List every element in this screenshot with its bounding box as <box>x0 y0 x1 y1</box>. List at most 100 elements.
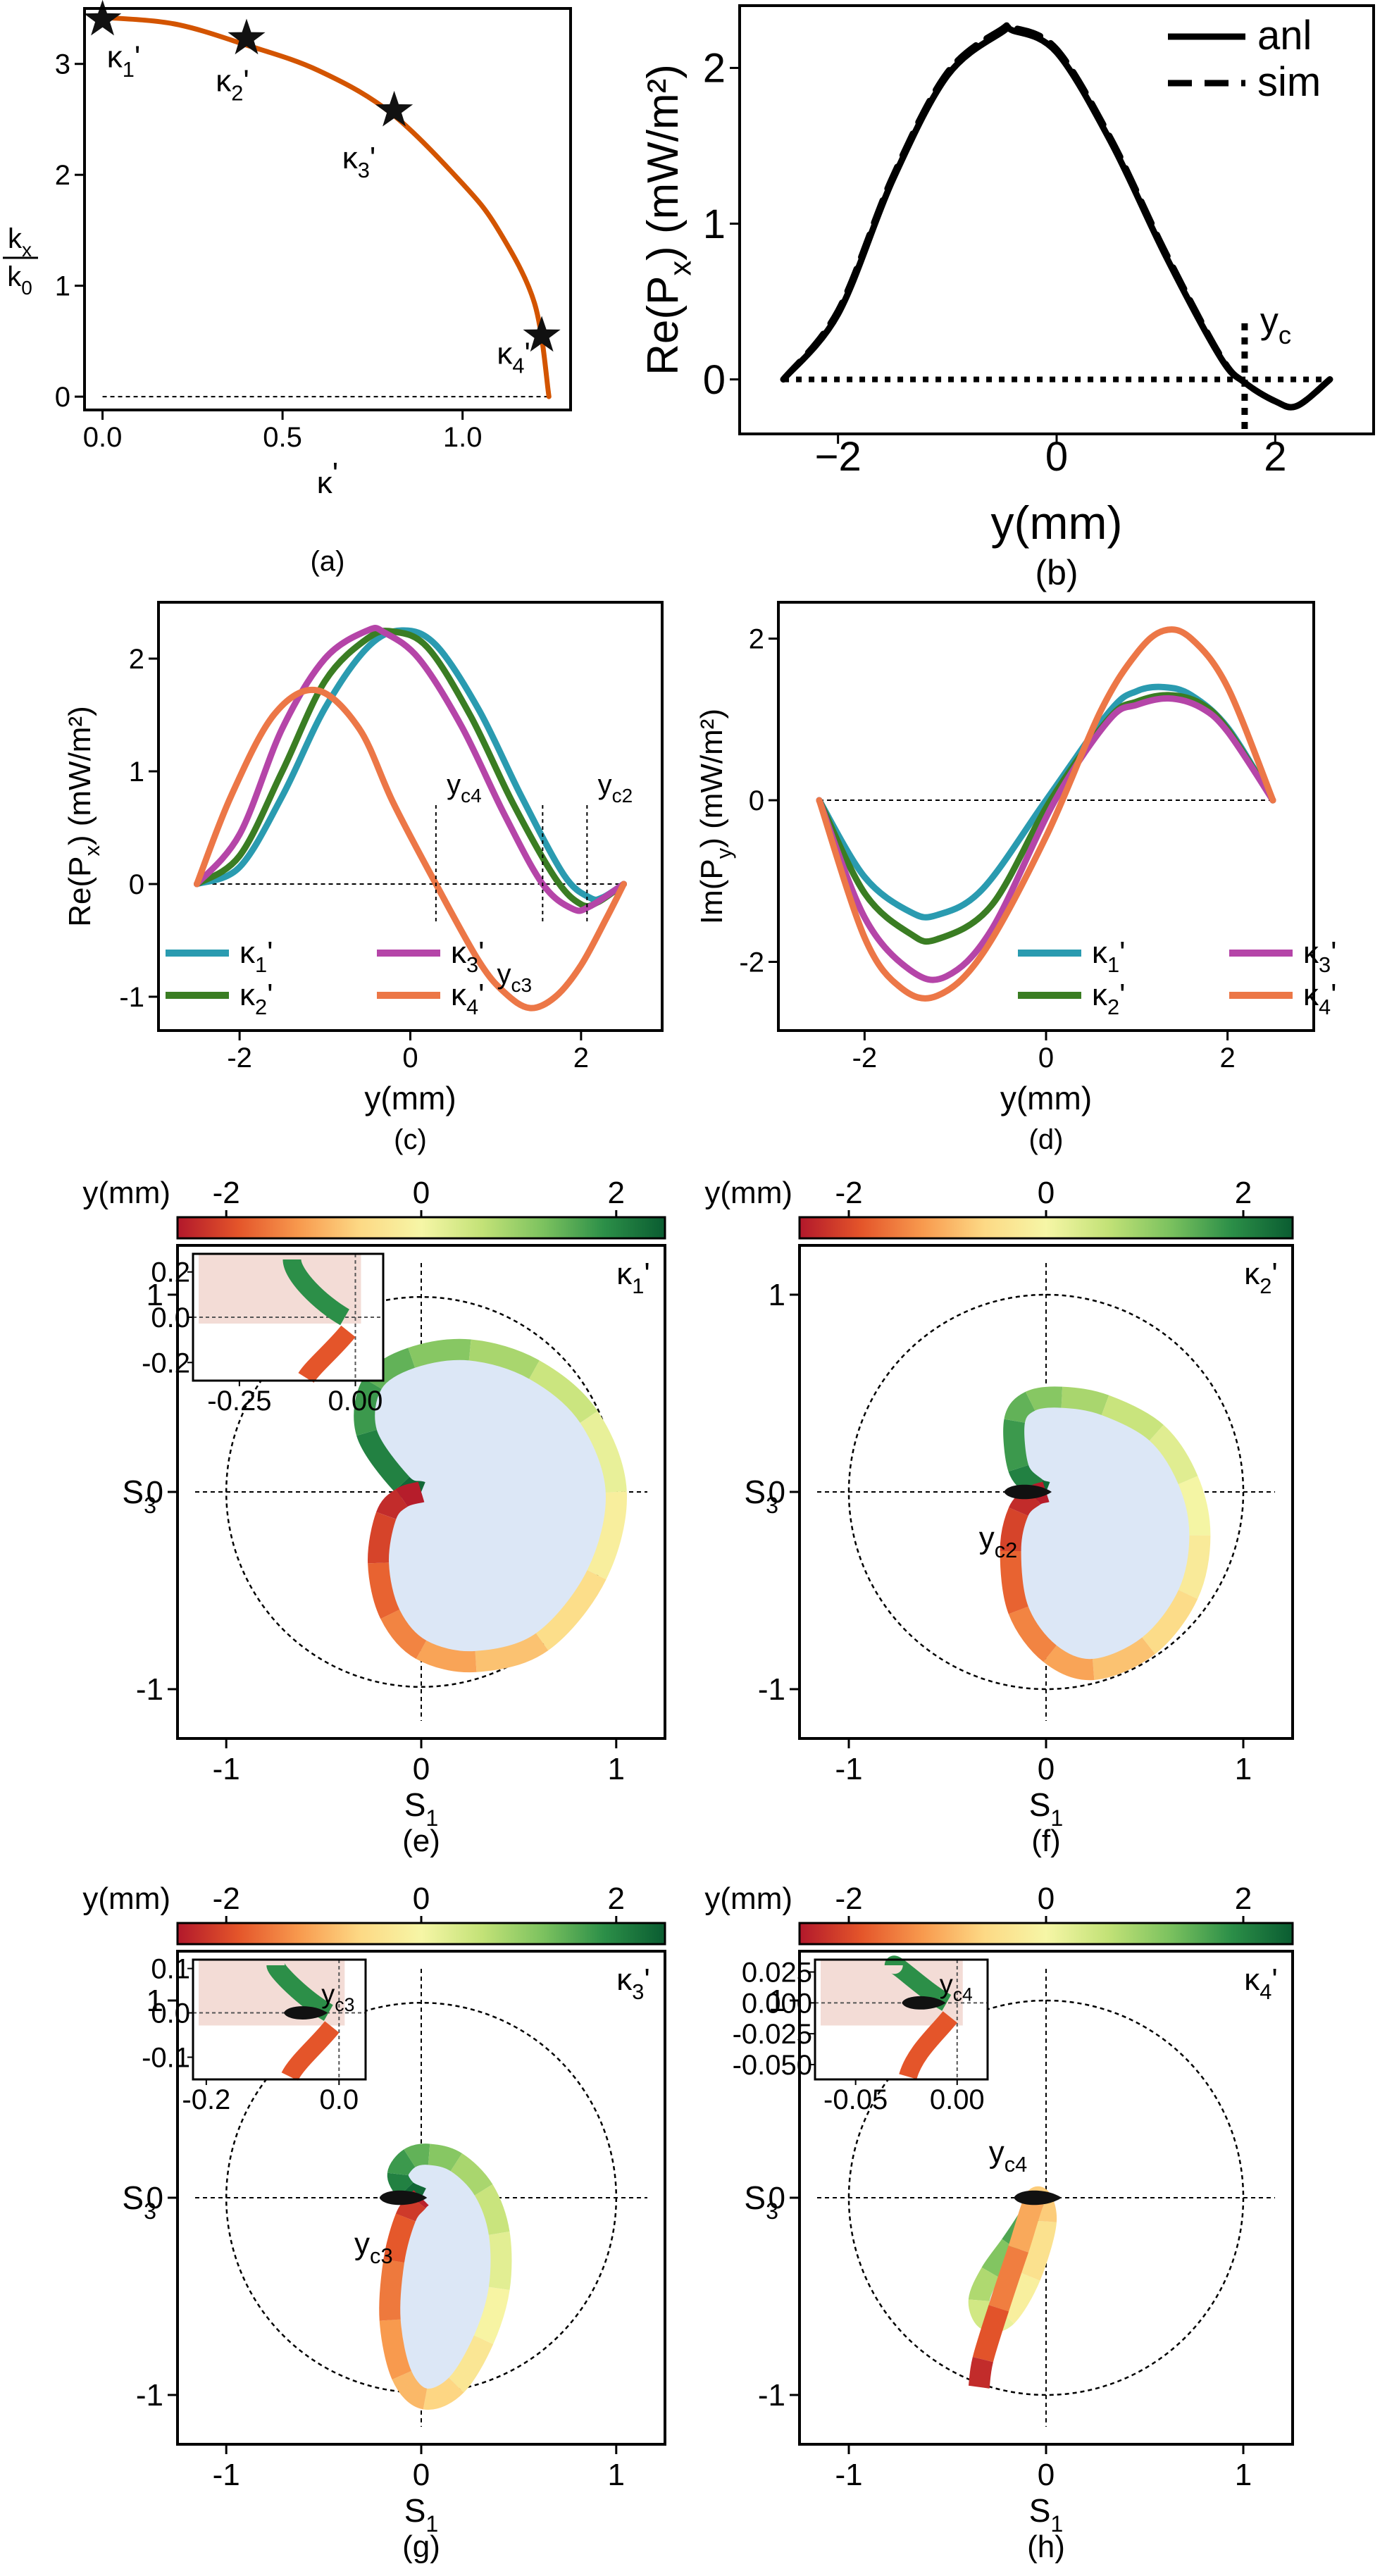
stokes-trajectory <box>1178 1535 1211 1599</box>
y-tick-label: -1 <box>758 1672 785 1707</box>
x-tick-label: 0 <box>1038 1752 1055 1786</box>
y-tick-label: 2 <box>55 160 70 191</box>
x-tick-label: 0 <box>1045 434 1068 480</box>
stokes-trajectory <box>448 2335 494 2393</box>
colorbar-tick-label: 2 <box>1235 1881 1252 1916</box>
panel-kappa-label: κ4' <box>1244 1962 1278 2004</box>
y-tick-label: 2 <box>703 46 726 92</box>
stokes-trajectory <box>968 2356 994 2389</box>
series-sim <box>780 20 1333 411</box>
inset: yc3 -0.2 0.0 -0.1 0.0 0.1 <box>142 1954 367 2115</box>
y-axis-label: Im(Py) (mW/m²) <box>695 709 736 924</box>
panel-label: (d) <box>1029 1124 1064 1155</box>
colorbar-tick-label: 2 <box>608 1176 625 1210</box>
legend-label: κ3' <box>1303 935 1337 977</box>
loop-fill <box>364 1349 616 1662</box>
panel-g: -2 0 2 y(mm) yc3 κ3' yc3 -0.2 0.0 -0.1 0.0 0.1 -1 -1 0… <box>82 1881 666 2564</box>
inset-point-label: yc3 <box>321 1980 354 2015</box>
y-tick-label: 0 <box>55 382 70 413</box>
colorbar-tick-label: 0 <box>413 1176 430 1210</box>
marker-label: κ4' <box>497 337 530 378</box>
y-tick-label: -1 <box>119 982 144 1013</box>
legend-label: κ4' <box>1303 978 1337 1019</box>
x-tick-label: -1 <box>835 1752 862 1786</box>
critical-point-label: yc4 <box>989 2135 1028 2177</box>
x-tick-label: 1 <box>1235 1752 1252 1786</box>
legend-label: κ1' <box>1092 935 1126 977</box>
panel-kappa-label: κ3' <box>616 1962 650 2004</box>
panel-f: -2 0 2 y(mm) yc2 κ2' -1 -1 0 0 1 1 S1 S3 (f) <box>704 1176 1294 1858</box>
y-axis-label: S3 <box>122 1474 156 1518</box>
stokes-trajectory <box>968 2267 1000 2302</box>
inset-frame <box>814 1958 989 2081</box>
x-axis-label: S1 <box>404 2492 439 2537</box>
x-tick-label: 0 <box>402 1043 418 1074</box>
series-line <box>194 686 627 1012</box>
y-tick-label: 0 <box>147 2181 163 2215</box>
panel-label: (c) <box>394 1124 427 1155</box>
inset-point-marker <box>283 2006 328 2020</box>
y-tick-label: 2 <box>129 644 144 675</box>
inset-y-tick-label: 0.0 <box>151 1998 190 2029</box>
inset-branch-red <box>281 2021 340 2082</box>
x-tick-label: 0 <box>413 2458 430 2492</box>
star-marker <box>83 0 122 36</box>
inset-x-tick-label: 0.0 <box>320 2084 359 2115</box>
inset-x-tick-label: -0.2 <box>182 2084 230 2115</box>
panel-label: (h) <box>1027 2530 1065 2564</box>
stokes-trajectory <box>474 2184 510 2236</box>
series-line <box>194 627 627 903</box>
inset-branch-red <box>899 2011 957 2080</box>
inset: -0.25 0.00 -0.2 0.0 0.2 <box>142 1252 385 1417</box>
x-axis-label: S1 <box>1029 2492 1064 2537</box>
colorbar-tick-label: 2 <box>1235 1176 1252 1210</box>
panel-kappa-label: κ1' <box>616 1257 650 1298</box>
stokes-trajectory <box>387 2149 416 2177</box>
y-tick-label: -2 <box>739 947 764 978</box>
colorbar-tick-label: 0 <box>413 1881 430 1916</box>
y-axis-label: Re(Px) (mW/m²) <box>639 64 698 375</box>
stokes-trajectory <box>1178 1476 1211 1536</box>
colorbar <box>798 1922 1294 1946</box>
marker-label: κ2' <box>216 64 249 106</box>
stokes-trajectory <box>468 1339 540 1379</box>
inset-x-tick-label: -0.25 <box>207 1386 271 1417</box>
colorbar-tick-label: 0 <box>1038 1176 1055 1210</box>
stokes-trajectory <box>1149 1424 1198 1485</box>
inset-frame <box>192 1958 367 2081</box>
legend-label: κ3' <box>451 935 485 977</box>
y-tick-label: -1 <box>758 2378 785 2413</box>
panel-label: (f) <box>1031 1824 1061 1858</box>
stokes-trajectory <box>475 1633 549 1672</box>
stokes-trajectory <box>395 1481 425 1507</box>
stokes-trajectory <box>404 2143 430 2168</box>
stokes-trajectory <box>1008 1606 1057 1662</box>
stokes-trajectory <box>1020 2220 1057 2281</box>
panel-e: -2 0 2 y(mm) κ1' -0.25 0.00 -0.2 0.0 0.2 -1 -1 0 0 1 1 S… <box>82 1176 666 1858</box>
stokes-trajectory <box>1092 1637 1155 1680</box>
colorbar-label: y(mm) <box>82 1176 170 1210</box>
x-tick-label: 1 <box>608 1752 625 1786</box>
x-tick-label: 2 <box>573 1043 589 1074</box>
inset-branch-green <box>884 1955 952 2011</box>
stokes-trajectory <box>1101 1395 1164 1441</box>
y-tick-label: -1 <box>136 1672 163 1707</box>
star-marker <box>523 316 561 352</box>
stokes-trajectory <box>368 1562 400 1619</box>
inset-x-tick-label: 0.00 <box>328 1386 383 1417</box>
stokes-trajectory <box>376 1488 408 1520</box>
series-anl <box>780 24 1333 411</box>
critical-point-label: yc2 <box>979 1521 1018 1562</box>
kx-curve <box>100 15 552 399</box>
colorbar-label: y(mm) <box>82 1881 170 1916</box>
stokes-trajectory <box>580 1411 627 1493</box>
stokes-trajectory <box>387 2172 413 2198</box>
colorbar <box>176 1922 666 1946</box>
stokes-trajectory <box>972 2305 1009 2363</box>
colorbar-tick-label: 2 <box>608 1881 625 1916</box>
stokes-trajectory <box>1025 1386 1063 1411</box>
y-tick-label: 0 <box>749 785 764 816</box>
annotation-label: yc4 <box>447 769 482 807</box>
stokes-trajectory <box>587 1491 627 1580</box>
